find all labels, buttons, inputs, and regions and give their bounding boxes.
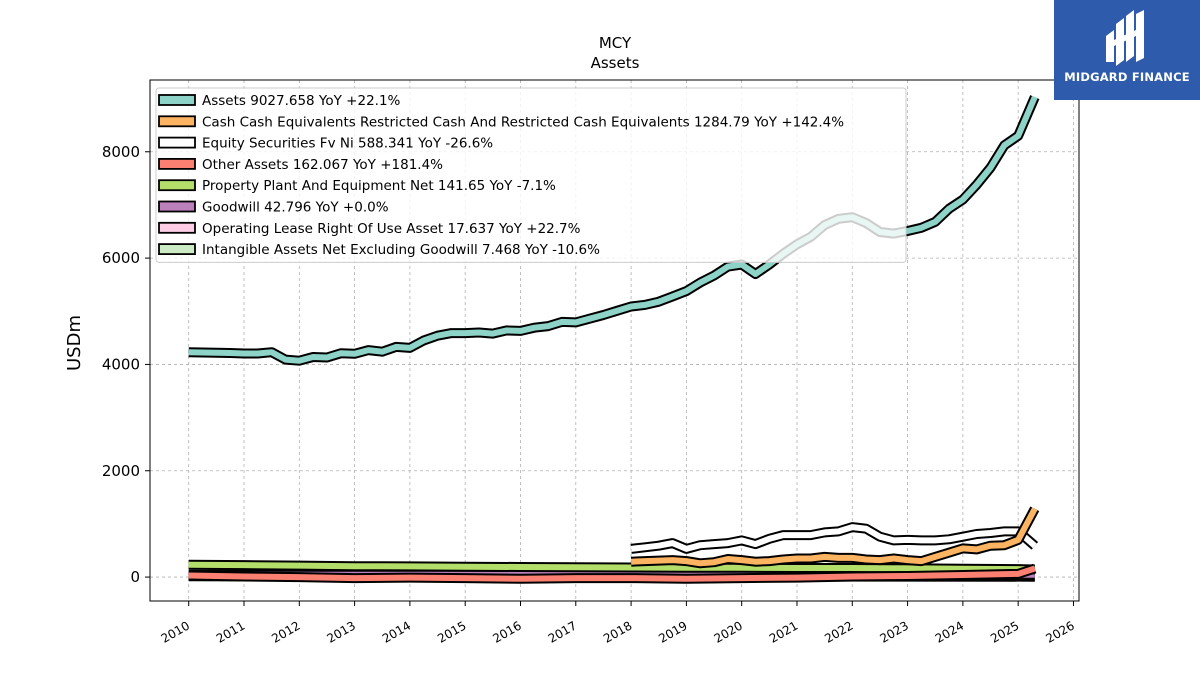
y-axis: 0 2000 4000 6000 8000 — [102, 143, 150, 586]
series-stroke — [188, 561, 1035, 573]
x-tick-label: 2018 — [601, 618, 634, 645]
series-stroke — [630, 524, 1037, 552]
x-tick-label: 2011 — [214, 618, 247, 645]
x-tick-label: 2024 — [933, 618, 966, 645]
plot-frame — [149, 79, 1080, 602]
y-tick-label: 2000 — [102, 462, 140, 480]
y-tick-label: 0 — [130, 568, 140, 586]
x-tick-label: 2021 — [767, 618, 800, 645]
brand-logo-icon — [1106, 10, 1144, 66]
chart-subtitle: Assets — [591, 54, 640, 72]
legend: Assets 9027.658 YoY +22.1% Cash Cash Equi… — [155, 87, 907, 263]
x-tick-label: 2016 — [490, 618, 523, 645]
legend-swatch — [158, 179, 196, 192]
legend-swatch — [158, 221, 196, 234]
legend-entry: Intangible Assets Net Excluding Goodwill… — [202, 242, 600, 258]
x-axis: 2010 2011 2012 2013 2014 2015 2016 2017 2018 2019… — [159, 601, 1077, 646]
y-tick-label: 6000 — [102, 249, 140, 267]
series-line-2 — [630, 522, 1039, 554]
legend-entry: Assets 9027.658 YoY +22.1% — [202, 93, 401, 109]
series-line-4 — [188, 559, 1035, 575]
legend-swatch — [158, 200, 196, 213]
y-tick-label: 4000 — [102, 355, 140, 373]
legend-entry: Operating Lease Right Of Use Asset 17.63… — [202, 221, 581, 237]
series-layer — [188, 95, 1040, 584]
x-tick-label: 2017 — [546, 618, 579, 645]
legend-entry: Equity Securities Fv Ni 588.341 YoY -26.… — [202, 136, 493, 152]
series-stroke — [630, 507, 1038, 567]
legend-swatch — [158, 136, 196, 149]
brand-logo: MIDGARD FINANCE — [1054, 0, 1200, 100]
x-tick-label: 2012 — [269, 618, 302, 645]
legend-entry: Cash Cash Equivalents Restricted Cash An… — [202, 114, 844, 130]
x-tick-label: 2014 — [380, 618, 413, 645]
x-tick-label: 2019 — [656, 618, 689, 645]
x-tick-label: 2022 — [822, 618, 855, 645]
x-tick-label: 2015 — [435, 618, 468, 645]
series-stroke — [188, 565, 1036, 582]
x-tick-label: 2010 — [159, 618, 192, 645]
legend-box — [155, 87, 907, 263]
legend-entry: Goodwill 42.796 YoY +0.0% — [202, 200, 389, 216]
series-line-1 — [630, 506, 1040, 569]
x-tick-label: 2013 — [325, 618, 358, 645]
x-tick-label: 2026 — [1043, 618, 1076, 645]
legend-entry: Other Assets 162.067 YoY +181.4% — [202, 157, 443, 173]
y-axis-label: USDm — [64, 315, 85, 371]
legend-swatch — [158, 115, 196, 128]
legend-swatch — [158, 243, 196, 256]
series-line-3 — [188, 563, 1037, 584]
brand-name: MIDGARD FINANCE — [1064, 70, 1190, 84]
legend-swatch — [158, 157, 196, 170]
x-tick-label: 2023 — [877, 618, 910, 645]
legend-entry: Property Plant And Equipment Net 141.65 … — [202, 178, 556, 194]
x-tick-label: 2020 — [712, 618, 745, 645]
x-tick-label: 2025 — [988, 618, 1021, 645]
legend-swatch — [158, 94, 196, 106]
chart-title: MCY — [599, 34, 632, 52]
y-tick-label: 8000 — [102, 143, 140, 161]
